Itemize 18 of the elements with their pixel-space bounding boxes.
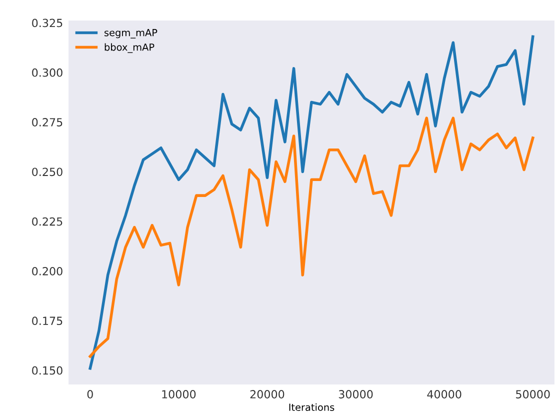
y-tick-label: 0.225 — [32, 217, 62, 226]
y-tick-label: 0.200 — [32, 266, 62, 276]
y-tick-label: 0.150 — [32, 366, 62, 375]
y-tick-label: 0.275 — [32, 118, 62, 126]
y-tick-label: 0.250 — [32, 168, 62, 176]
x-tick-label: 30000 — [338, 390, 373, 398]
x-tick-label: 20000 — [250, 390, 284, 398]
line-series — [88, 116, 534, 358]
x-axis-title: Iterations — [289, 403, 334, 411]
legend-label: segm_mAP — [104, 29, 158, 38]
y-tick-label: 0.175 — [32, 316, 62, 326]
x-tick-label: 0 — [87, 390, 93, 398]
y-tick-label: 0.300 — [32, 68, 62, 77]
x-tick-label: 40000 — [427, 390, 462, 398]
legend-label: bbox_mAP — [104, 43, 154, 53]
y-tick-label: 0.325 — [32, 18, 62, 28]
x-tick-label: 10000 — [162, 390, 196, 398]
x-tick-label: 50000 — [516, 390, 550, 398]
